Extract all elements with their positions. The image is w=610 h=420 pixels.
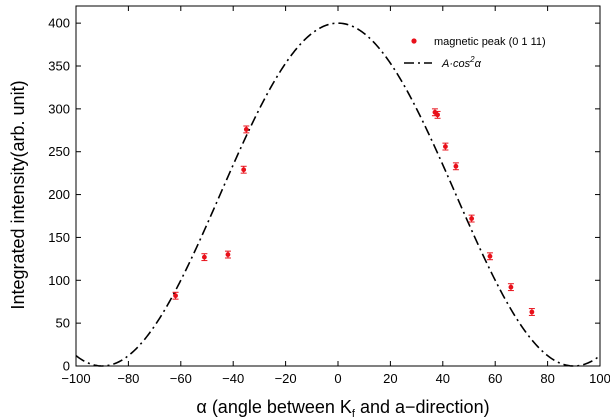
legend-fit-prefix: A·cos xyxy=(441,58,471,70)
data-point xyxy=(224,250,231,259)
x-tick-label: −20 xyxy=(275,371,297,386)
data-marker xyxy=(443,144,448,149)
data-marker xyxy=(173,293,178,299)
data-marker xyxy=(508,284,514,290)
x-tick-label: 60 xyxy=(488,371,502,386)
data-marker xyxy=(201,254,207,260)
y-tick-label: 200 xyxy=(48,187,70,202)
y-tick-label: 350 xyxy=(48,59,70,74)
data-point xyxy=(201,253,208,262)
legend-fit-suffix: α xyxy=(475,58,482,70)
data-point xyxy=(243,125,250,134)
data-marker xyxy=(225,252,231,257)
data-point xyxy=(452,162,459,171)
data-point xyxy=(507,283,514,292)
y-tick-label: 300 xyxy=(48,101,70,116)
x-tick-label: 20 xyxy=(383,371,397,386)
data-point xyxy=(486,252,493,261)
y-tick-label: 250 xyxy=(48,144,70,159)
data-marker xyxy=(241,167,247,173)
y-tick-label: 100 xyxy=(48,273,70,288)
x-tick-label: 0 xyxy=(334,371,341,386)
fit-curve-layer xyxy=(75,22,601,367)
legend-marker-magnetic-peak xyxy=(411,38,417,44)
y-tick-label: 400 xyxy=(48,16,70,31)
data-marker xyxy=(487,253,493,259)
legend-label-fit: A·cos2α xyxy=(441,55,482,70)
data-point xyxy=(240,165,247,174)
x-tick-label: 40 xyxy=(436,371,450,386)
x-tick-label: −100 xyxy=(61,371,90,386)
data-point xyxy=(172,291,179,300)
data-point xyxy=(442,142,449,151)
x-tick-label: −40 xyxy=(222,371,244,386)
legend-fit-sup: 2 xyxy=(469,55,475,64)
legend-label-magnetic-peak: magnetic peak (0 1 11) xyxy=(434,36,546,48)
x-axis-label-sub: f xyxy=(352,408,356,420)
data-marker xyxy=(469,216,475,221)
x-tick-label: 80 xyxy=(540,371,554,386)
x-axis-label-end: and a−direction) xyxy=(355,397,490,417)
x-tick-label: −60 xyxy=(170,371,192,386)
data-point xyxy=(528,308,535,316)
data-marker xyxy=(529,309,535,315)
legend: magnetic peak (0 1 11) A·cos2α xyxy=(404,36,546,70)
fit-curve xyxy=(75,22,601,367)
x-tick-label: −80 xyxy=(117,371,139,386)
x-axis-label-main: α (angle between K xyxy=(196,397,352,417)
y-axis-label: Integrated intensity(arb. unit) xyxy=(8,80,28,309)
y-tick-label: 150 xyxy=(48,230,70,245)
plot-frame xyxy=(75,5,601,367)
ticks-layer: −100 −80 −60 −40 −20 0 20 40 60 80 100 0 50 100 150 200… xyxy=(48,6,610,386)
data-points-layer xyxy=(172,108,535,316)
x-tick-label: 100 xyxy=(589,371,610,386)
data-point xyxy=(434,110,441,119)
x-axis-label: α (angle between Kf and a−direction) xyxy=(196,397,489,420)
data-marker xyxy=(453,163,459,169)
y-tick-label: 50 xyxy=(56,316,70,331)
y-tick-label: 0 xyxy=(63,359,70,374)
data-point xyxy=(468,214,475,223)
data-marker xyxy=(435,112,440,118)
data-marker xyxy=(243,127,249,132)
